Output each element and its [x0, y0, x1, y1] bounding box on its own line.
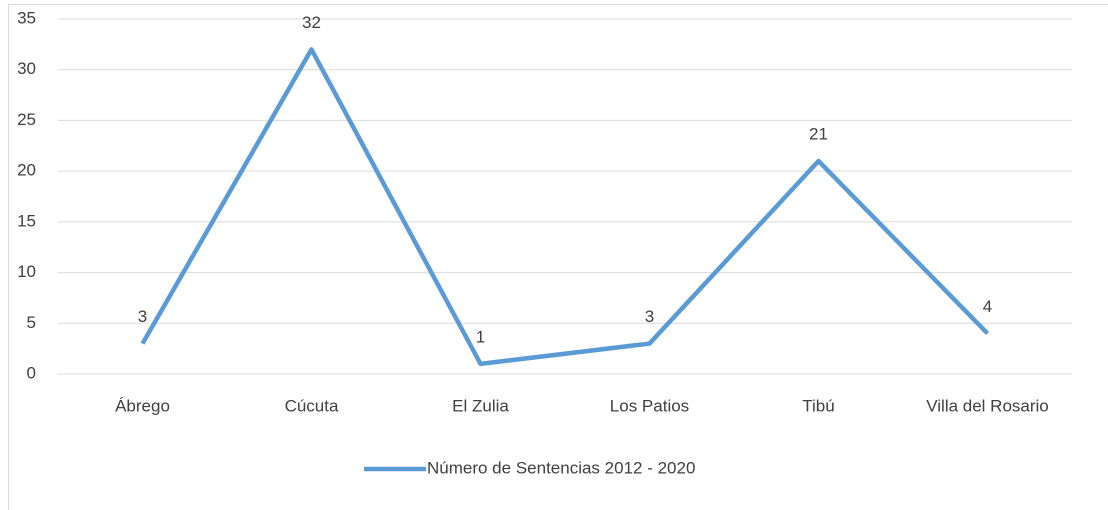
- y-tick-label: 15: [17, 211, 36, 230]
- x-tick-label: Tibú: [802, 396, 834, 415]
- y-tick-label: 20: [17, 161, 36, 180]
- x-tick-label: Los Patios: [610, 396, 689, 415]
- x-tick-label: Cúcuta: [285, 396, 339, 415]
- data-label: 32: [302, 13, 321, 32]
- data-label: 21: [809, 124, 828, 143]
- series-line: [140, 47, 990, 367]
- x-tick-label: Ábrego: [115, 396, 170, 415]
- y-tick-label: 30: [17, 59, 36, 78]
- x-tick-label: El Zulia: [452, 396, 509, 415]
- data-label: 1: [476, 327, 485, 346]
- data-label: 4: [983, 297, 992, 316]
- data-label: 3: [645, 307, 654, 326]
- data-label: 3: [138, 307, 147, 326]
- y-tick-label: 5: [27, 313, 36, 332]
- y-tick-label: 10: [17, 262, 36, 281]
- y-tick-label: 35: [17, 8, 36, 27]
- y-tick-label: 0: [27, 363, 36, 382]
- y-tick-label: 25: [17, 110, 36, 129]
- legend-label: Número de Sentencias 2012 - 2020: [427, 458, 695, 477]
- chart-frame: [8, 4, 1108, 510]
- x-tick-label: Villa del Rosario: [926, 396, 1049, 415]
